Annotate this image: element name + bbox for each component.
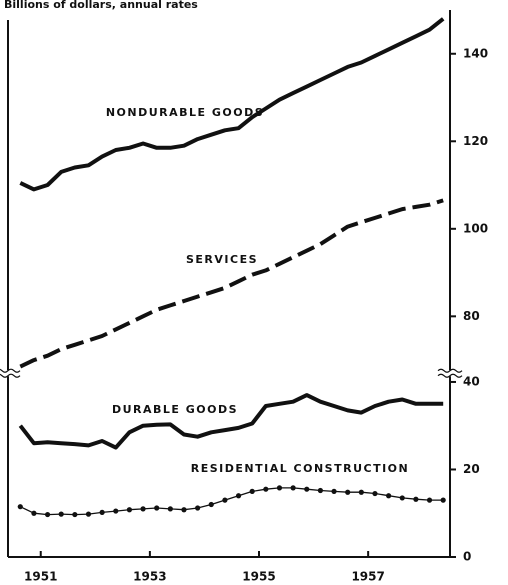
series-marker [413, 496, 419, 502]
x-tick-label: 1955 [242, 570, 275, 584]
series-label: RESIDENTIAL CONSTRUCTION [191, 462, 409, 475]
y-tick-label: 80 [463, 309, 480, 323]
axis-break [0, 373, 21, 378]
chart-title: Billions of dollars, annual rates [4, 0, 198, 11]
series-line [19, 17, 445, 192]
series-marker [249, 488, 255, 494]
series-marker [386, 493, 392, 499]
axis-break-gap [438, 370, 462, 377]
series-marker [358, 489, 364, 495]
series-label: SERVICES [186, 253, 258, 266]
y-tick-label: 20 [463, 462, 480, 476]
series-line [20, 487, 444, 516]
series-marker [345, 489, 351, 495]
series-line [18, 393, 444, 450]
x-tick-label: 1957 [351, 570, 384, 584]
axis-break-gap [0, 370, 20, 377]
series-marker [208, 501, 214, 508]
axis-break [0, 368, 21, 373]
series-marker [17, 504, 23, 510]
y-tick-label: 0 [463, 550, 471, 564]
series-marker [399, 495, 405, 501]
series-marker [113, 508, 119, 514]
y-tick-label: 140 [463, 46, 488, 60]
series-line [19, 198, 444, 369]
series-label: DURABLE GOODS [112, 403, 238, 416]
series-marker [304, 486, 310, 492]
series-marker [317, 487, 324, 494]
x-tick-label: 1951 [24, 570, 57, 584]
series-marker [276, 485, 283, 491]
series-marker [99, 509, 105, 515]
series-marker [440, 497, 446, 503]
y-tick-label: 100 [463, 221, 488, 235]
series-marker [195, 505, 201, 511]
series-marker [58, 511, 64, 517]
series-marker [331, 488, 337, 494]
axis-break [437, 373, 463, 378]
series-marker [72, 511, 78, 518]
y-tick-label: 40 [463, 374, 480, 388]
series-marker [154, 505, 160, 511]
series-marker [263, 486, 269, 492]
y-tick-label: 120 [463, 134, 488, 148]
series-marker [426, 497, 433, 503]
series-marker [44, 511, 51, 518]
series-marker [126, 507, 133, 513]
series-marker [181, 507, 187, 513]
series-marker [372, 490, 378, 497]
series-marker [167, 506, 173, 512]
axis-break [437, 368, 463, 373]
series-marker [235, 493, 242, 499]
series-marker [290, 485, 296, 491]
series-marker [140, 506, 146, 512]
series-marker [31, 510, 37, 516]
series-label: NONDURABLE GOODS [106, 106, 264, 119]
series-marker [222, 497, 228, 503]
series-marker [85, 511, 92, 517]
x-tick-label: 1953 [133, 570, 166, 584]
